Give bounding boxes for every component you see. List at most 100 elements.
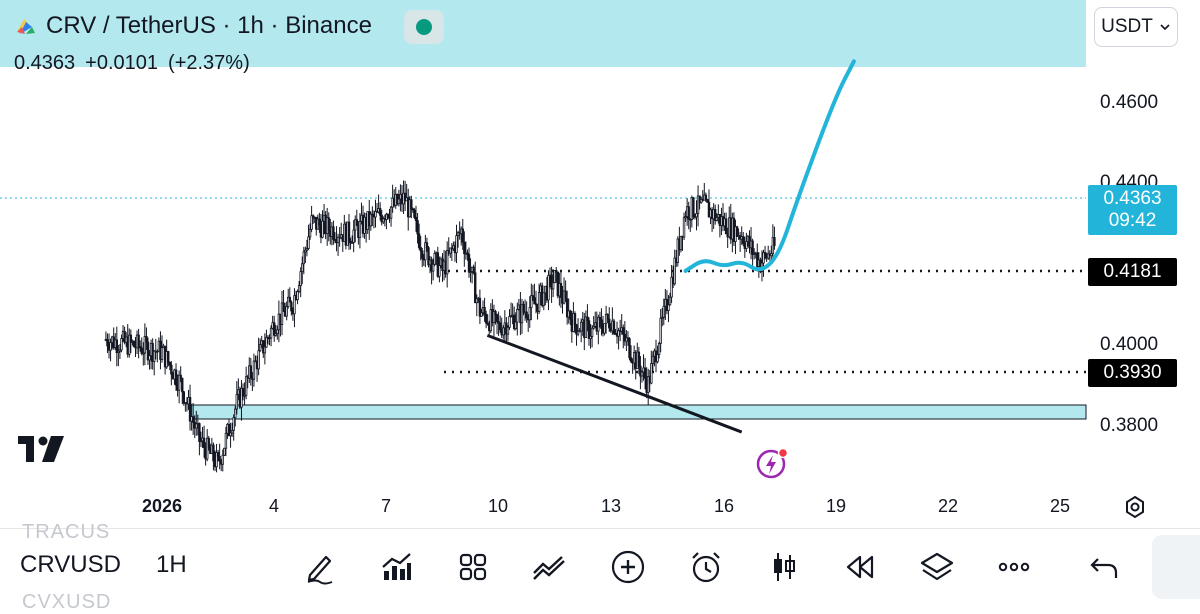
- currency-select[interactable]: USDT: [1094, 7, 1178, 47]
- candle-body: [156, 350, 159, 353]
- timeframe-selector[interactable]: 1H: [156, 551, 187, 578]
- candle-body: [358, 220, 362, 238]
- candle-body: [227, 423, 231, 437]
- price-summary: 0.4363 +0.0101 (+2.37%): [14, 52, 250, 75]
- candle-body: [492, 311, 496, 323]
- candle-body: [651, 355, 655, 364]
- candle-body: [202, 437, 206, 448]
- candle-body: [352, 229, 355, 243]
- candle-body: [299, 271, 302, 286]
- candle-body: [600, 319, 603, 329]
- candle-body: [704, 194, 708, 201]
- candle-body: [625, 337, 628, 342]
- candle-body: [307, 236, 310, 249]
- candle-body: [182, 391, 186, 404]
- symbol-selector[interactable]: CRVUSD: [20, 551, 121, 578]
- x-tick-label: 4: [268, 496, 280, 516]
- candle-body: [301, 263, 304, 273]
- candle-body: [735, 226, 739, 237]
- candle-body: [684, 216, 687, 219]
- draw-button[interactable]: [302, 549, 338, 585]
- candle-body: [174, 369, 178, 386]
- candle-body: [369, 213, 373, 227]
- undo-button[interactable]: [1086, 549, 1122, 585]
- candle-body: [639, 365, 642, 377]
- y-tick-label: 0.4600: [1100, 92, 1159, 113]
- alert-button[interactable]: [688, 549, 724, 585]
- settings-icon[interactable]: [1122, 494, 1148, 525]
- more-button[interactable]: [996, 549, 1032, 585]
- layers-button[interactable]: [919, 549, 955, 585]
- current-price-value: 0.4363: [1103, 188, 1162, 209]
- candle-body: [745, 241, 748, 249]
- layout-button[interactable]: [455, 549, 491, 585]
- candle-body: [673, 257, 676, 285]
- candle-body: [397, 198, 401, 205]
- candle-body: [431, 263, 435, 272]
- bolt-icon[interactable]: [755, 447, 791, 486]
- candle-body: [528, 307, 531, 321]
- side-panel-toggle[interactable]: [1152, 535, 1200, 599]
- candle-body: [480, 312, 483, 317]
- candle-body: [438, 265, 441, 277]
- candle-body: [467, 254, 471, 273]
- compare-button[interactable]: [531, 549, 567, 585]
- candle-body: [461, 228, 464, 243]
- candle-body: [145, 336, 148, 343]
- indicators-button[interactable]: [378, 549, 414, 585]
- candle-body: [715, 217, 718, 221]
- candle-body: [224, 432, 228, 449]
- level-tag-high: 0.4181: [1088, 258, 1177, 286]
- candle-body: [597, 317, 600, 332]
- candle-body: [667, 304, 670, 312]
- candle-body: [770, 253, 773, 257]
- candle-body: [297, 285, 301, 292]
- candle-body: [221, 454, 224, 465]
- candle-body: [355, 219, 358, 226]
- candle-body: [243, 394, 246, 397]
- candle-body: [584, 316, 588, 338]
- candle-body: [378, 208, 382, 216]
- candle-body: [417, 233, 421, 248]
- candle-body: [576, 331, 580, 335]
- candle-body: [622, 327, 625, 335]
- replay-button[interactable]: [842, 549, 878, 585]
- x-tick-label: 22: [937, 496, 959, 516]
- candle-body: [724, 218, 728, 235]
- candle-body: [590, 327, 594, 337]
- chart-type-button[interactable]: [766, 549, 802, 585]
- candle-body: [282, 302, 285, 312]
- candle-body: [606, 313, 609, 320]
- candle-body: [207, 437, 210, 449]
- candle-body: [564, 290, 567, 300]
- candle-body: [445, 249, 449, 275]
- candle-series: [104, 180, 776, 473]
- candle-body: [181, 378, 184, 393]
- candle-body: [310, 215, 313, 230]
- x-tick-label: 16: [713, 496, 735, 516]
- candle-body: [234, 408, 237, 419]
- candle-body: [177, 374, 181, 391]
- chart-title[interactable]: CRV / TetherUS · 1h · Binance: [14, 6, 372, 46]
- candle-body: [332, 226, 335, 240]
- candle-body: [573, 313, 577, 326]
- market-status-pill[interactable]: [404, 10, 444, 44]
- x-tick-label: 19: [825, 496, 847, 516]
- candle-body: [662, 305, 665, 318]
- candle-body: [569, 310, 572, 320]
- add-button[interactable]: [610, 549, 646, 585]
- candle-body: [592, 326, 595, 329]
- compare-icon: [533, 556, 565, 580]
- candle-body: [288, 296, 291, 303]
- candle-body: [670, 276, 673, 298]
- candle-body: [143, 336, 147, 354]
- candle-body: [419, 246, 422, 252]
- candle-body: [502, 327, 505, 336]
- chevron-down-icon: [1160, 24, 1170, 31]
- candle-body: [547, 274, 550, 301]
- candle-body: [205, 437, 209, 460]
- candle-body: [265, 336, 268, 348]
- x-tick-label: 25: [1049, 496, 1071, 516]
- candle-body: [647, 376, 650, 393]
